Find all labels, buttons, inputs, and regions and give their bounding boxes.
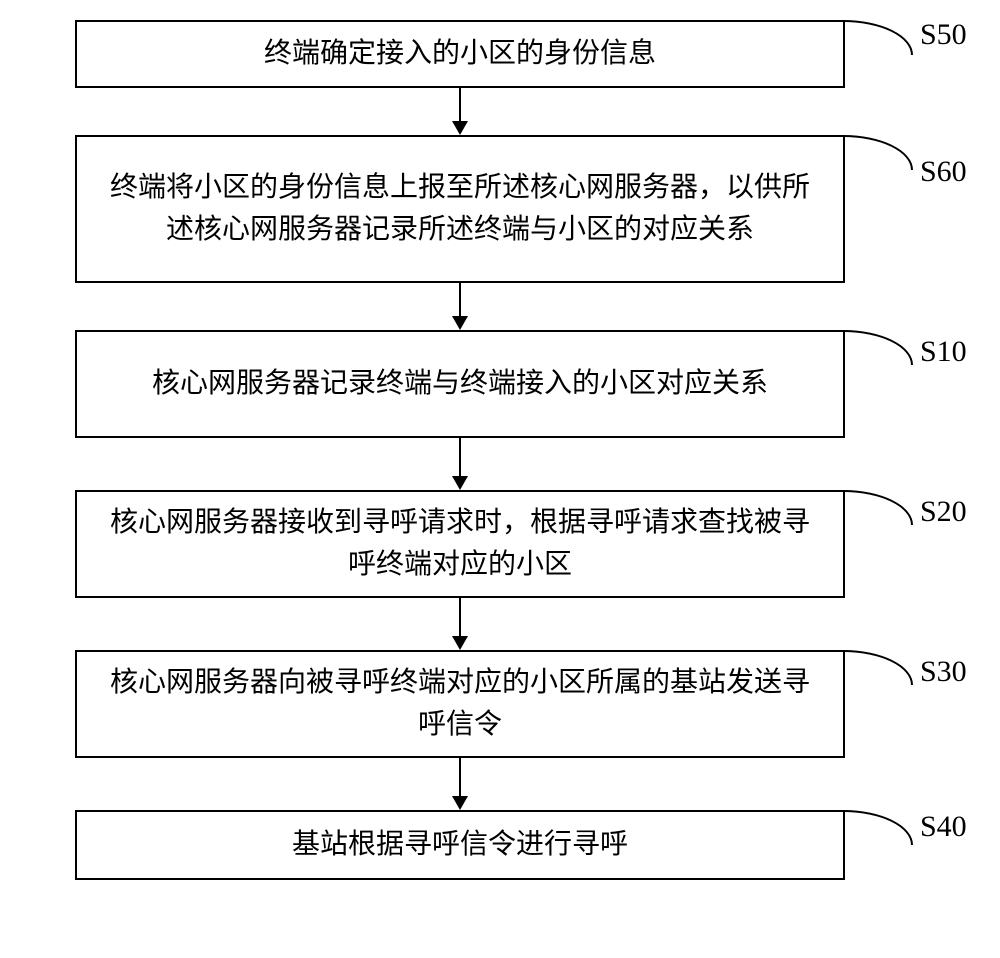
flow-node-s50: 终端确定接入的小区的身份信息 [75, 20, 845, 88]
flow-node-text: 核心网服务器记录终端与终端接入的小区对应关系 [152, 363, 768, 405]
arrow-line [459, 758, 461, 798]
arrow-line [459, 88, 461, 123]
step-label-s10: S10 [920, 335, 967, 369]
label-connector [843, 20, 913, 55]
label-connector [843, 330, 913, 365]
flow-node-s40: 基站根据寻呼信令进行寻呼 [75, 810, 845, 880]
step-label-s30: S30 [920, 655, 967, 689]
arrow-head-icon [452, 796, 468, 810]
flow-node-text: 终端确定接入的小区的身份信息 [264, 33, 656, 75]
flow-node-text: 核心网服务器向被寻呼终端对应的小区所属的基站发送寻呼信令 [97, 662, 823, 746]
flow-node-s20: 核心网服务器接收到寻呼请求时，根据寻呼请求查找被寻呼终端对应的小区 [75, 490, 845, 598]
arrow-head-icon [452, 121, 468, 135]
step-label-s50: S50 [920, 18, 967, 52]
flowchart-canvas: 终端确定接入的小区的身份信息 S50 终端将小区的身份信息上报至所述核心网服务器，以… [0, 0, 1000, 958]
flow-node-text: 基站根据寻呼信令进行寻呼 [292, 824, 628, 866]
flow-node-text: 终端将小区的身份信息上报至所述核心网服务器，以供所述核心网服务器记录所述终端与小… [97, 167, 823, 251]
step-label-s60: S60 [920, 155, 967, 189]
arrow-line [459, 283, 461, 318]
arrow-line [459, 438, 461, 478]
label-connector [843, 135, 913, 170]
arrow-line [459, 598, 461, 638]
flow-node-s30: 核心网服务器向被寻呼终端对应的小区所属的基站发送寻呼信令 [75, 650, 845, 758]
flow-node-s60: 终端将小区的身份信息上报至所述核心网服务器，以供所述核心网服务器记录所述终端与小… [75, 135, 845, 283]
flow-node-s10: 核心网服务器记录终端与终端接入的小区对应关系 [75, 330, 845, 438]
arrow-head-icon [452, 316, 468, 330]
arrow-head-icon [452, 636, 468, 650]
label-connector [843, 650, 913, 685]
step-label-s20: S20 [920, 495, 967, 529]
arrow-head-icon [452, 476, 468, 490]
step-label-s40: S40 [920, 810, 967, 844]
label-connector [843, 810, 913, 845]
flow-node-text: 核心网服务器接收到寻呼请求时，根据寻呼请求查找被寻呼终端对应的小区 [97, 502, 823, 586]
label-connector [843, 490, 913, 525]
